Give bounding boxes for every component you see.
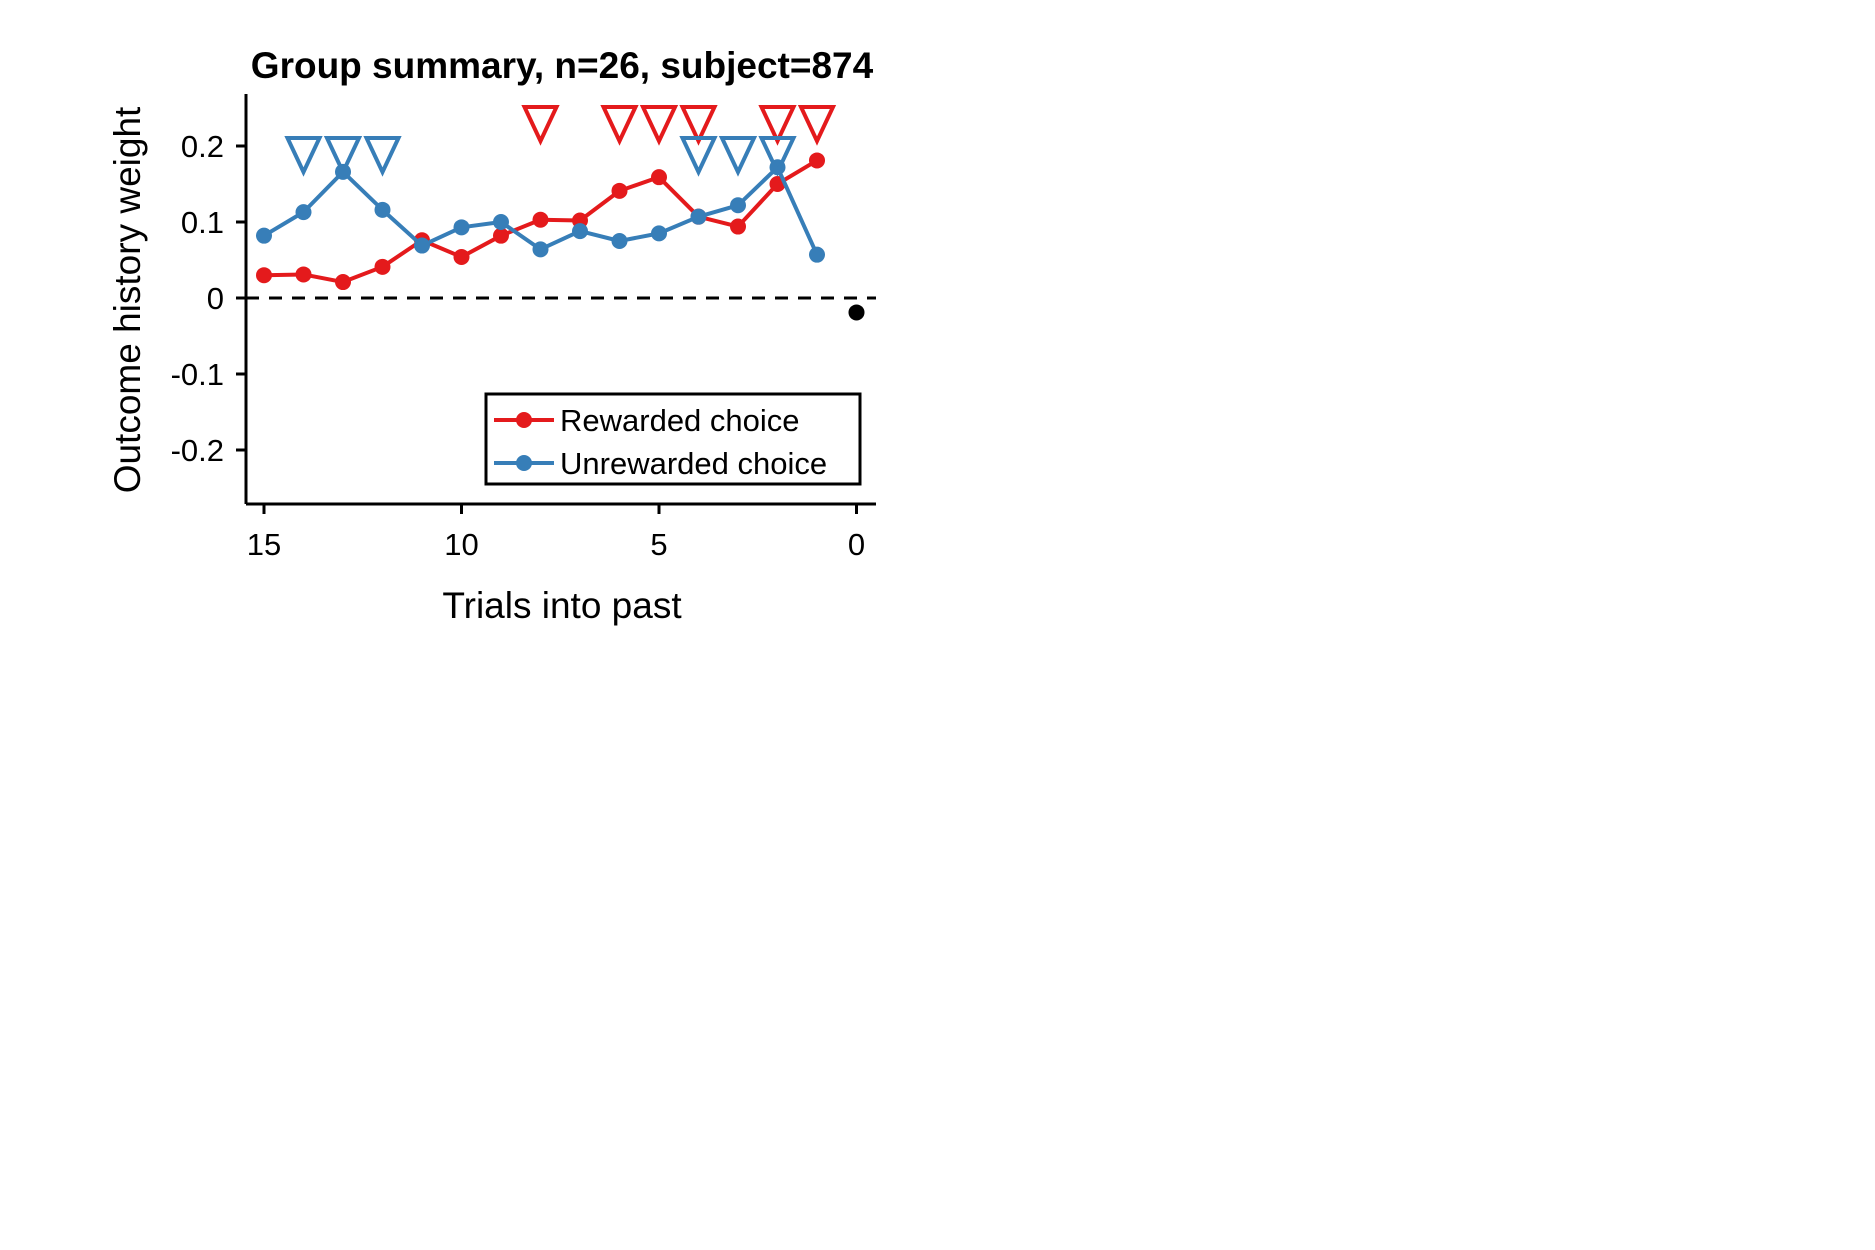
data-point-unrewarded [572,223,588,240]
x-axis-label: Trials into past [442,585,682,626]
significance-triangle-unrewarded [284,136,323,177]
x-tick-label: 10 [444,527,478,562]
significance-triangle-unrewarded [758,136,797,177]
significance-triangle-rewarded [758,105,797,146]
data-point-unrewarded [453,219,470,236]
data-point-unrewarded [493,214,509,230]
y-axis-label: Outcome history weight [107,106,148,493]
y-tick-label: -0.2 [171,433,224,468]
significance-triangle-unrewarded [679,136,718,177]
legend-label-unrewarded: Unrewarded choice [560,446,827,481]
significance-triangle-unrewarded [323,136,363,177]
significance-triangle-rewarded [521,105,560,146]
chart-title: Group summary, n=26, subject=874 [251,45,874,86]
significance-triangle-rewarded [600,105,639,146]
data-point-unrewarded [374,201,391,218]
data-point-unrewarded [295,204,312,221]
significance-triangle-unrewarded [718,136,758,177]
significance-triangle-rewarded [679,105,718,146]
legend-frame [484,392,862,486]
data-point-rewarded [651,169,667,186]
data-point-rewarded [295,266,312,283]
significance-triangle-rewarded [797,105,837,146]
bias-point [848,304,865,321]
data-point-rewarded [335,274,351,291]
legend-label-rewarded: Rewarded choice [560,403,800,438]
x-ticks: 15 10 5 0 [247,504,865,562]
data-point-rewarded [453,248,470,265]
data-point-rewarded [809,152,825,169]
data-point-unrewarded [690,208,707,225]
data-point-rewarded [730,218,746,235]
y-tick-label: -0.1 [171,357,224,392]
y-tick-label: 0.2 [181,129,224,164]
data-point-unrewarded [532,241,549,258]
data-point-unrewarded [611,233,628,249]
legend: Rewarded choice Unrewarded choice [484,392,862,486]
y-ticks: -0.2 -0.1 0 0.1 0.2 [171,129,246,468]
significance-markers [284,105,837,177]
x-tick-label: 5 [650,527,667,562]
data-point-unrewarded [651,225,667,242]
data-point-rewarded [611,182,628,199]
legend-marker-unrewarded [516,455,532,471]
data-point-rewarded [374,258,391,275]
y-tick-label: 0 [207,281,224,316]
data-point-unrewarded [256,227,272,244]
data-point-unrewarded [730,197,746,214]
series-layer [256,152,865,321]
y-tick-label: 0.1 [181,205,224,240]
x-tick-label: 0 [848,527,865,562]
x-tick-label: 15 [247,527,281,562]
legend-marker-rewarded [516,412,532,428]
data-point-rewarded [256,267,272,284]
data-point-unrewarded [809,246,825,263]
data-point-rewarded [532,211,549,228]
data-point-unrewarded [414,237,430,254]
significance-triangle-rewarded [639,105,679,146]
significance-triangle-unrewarded [363,136,402,177]
data-point-rewarded [493,227,509,244]
